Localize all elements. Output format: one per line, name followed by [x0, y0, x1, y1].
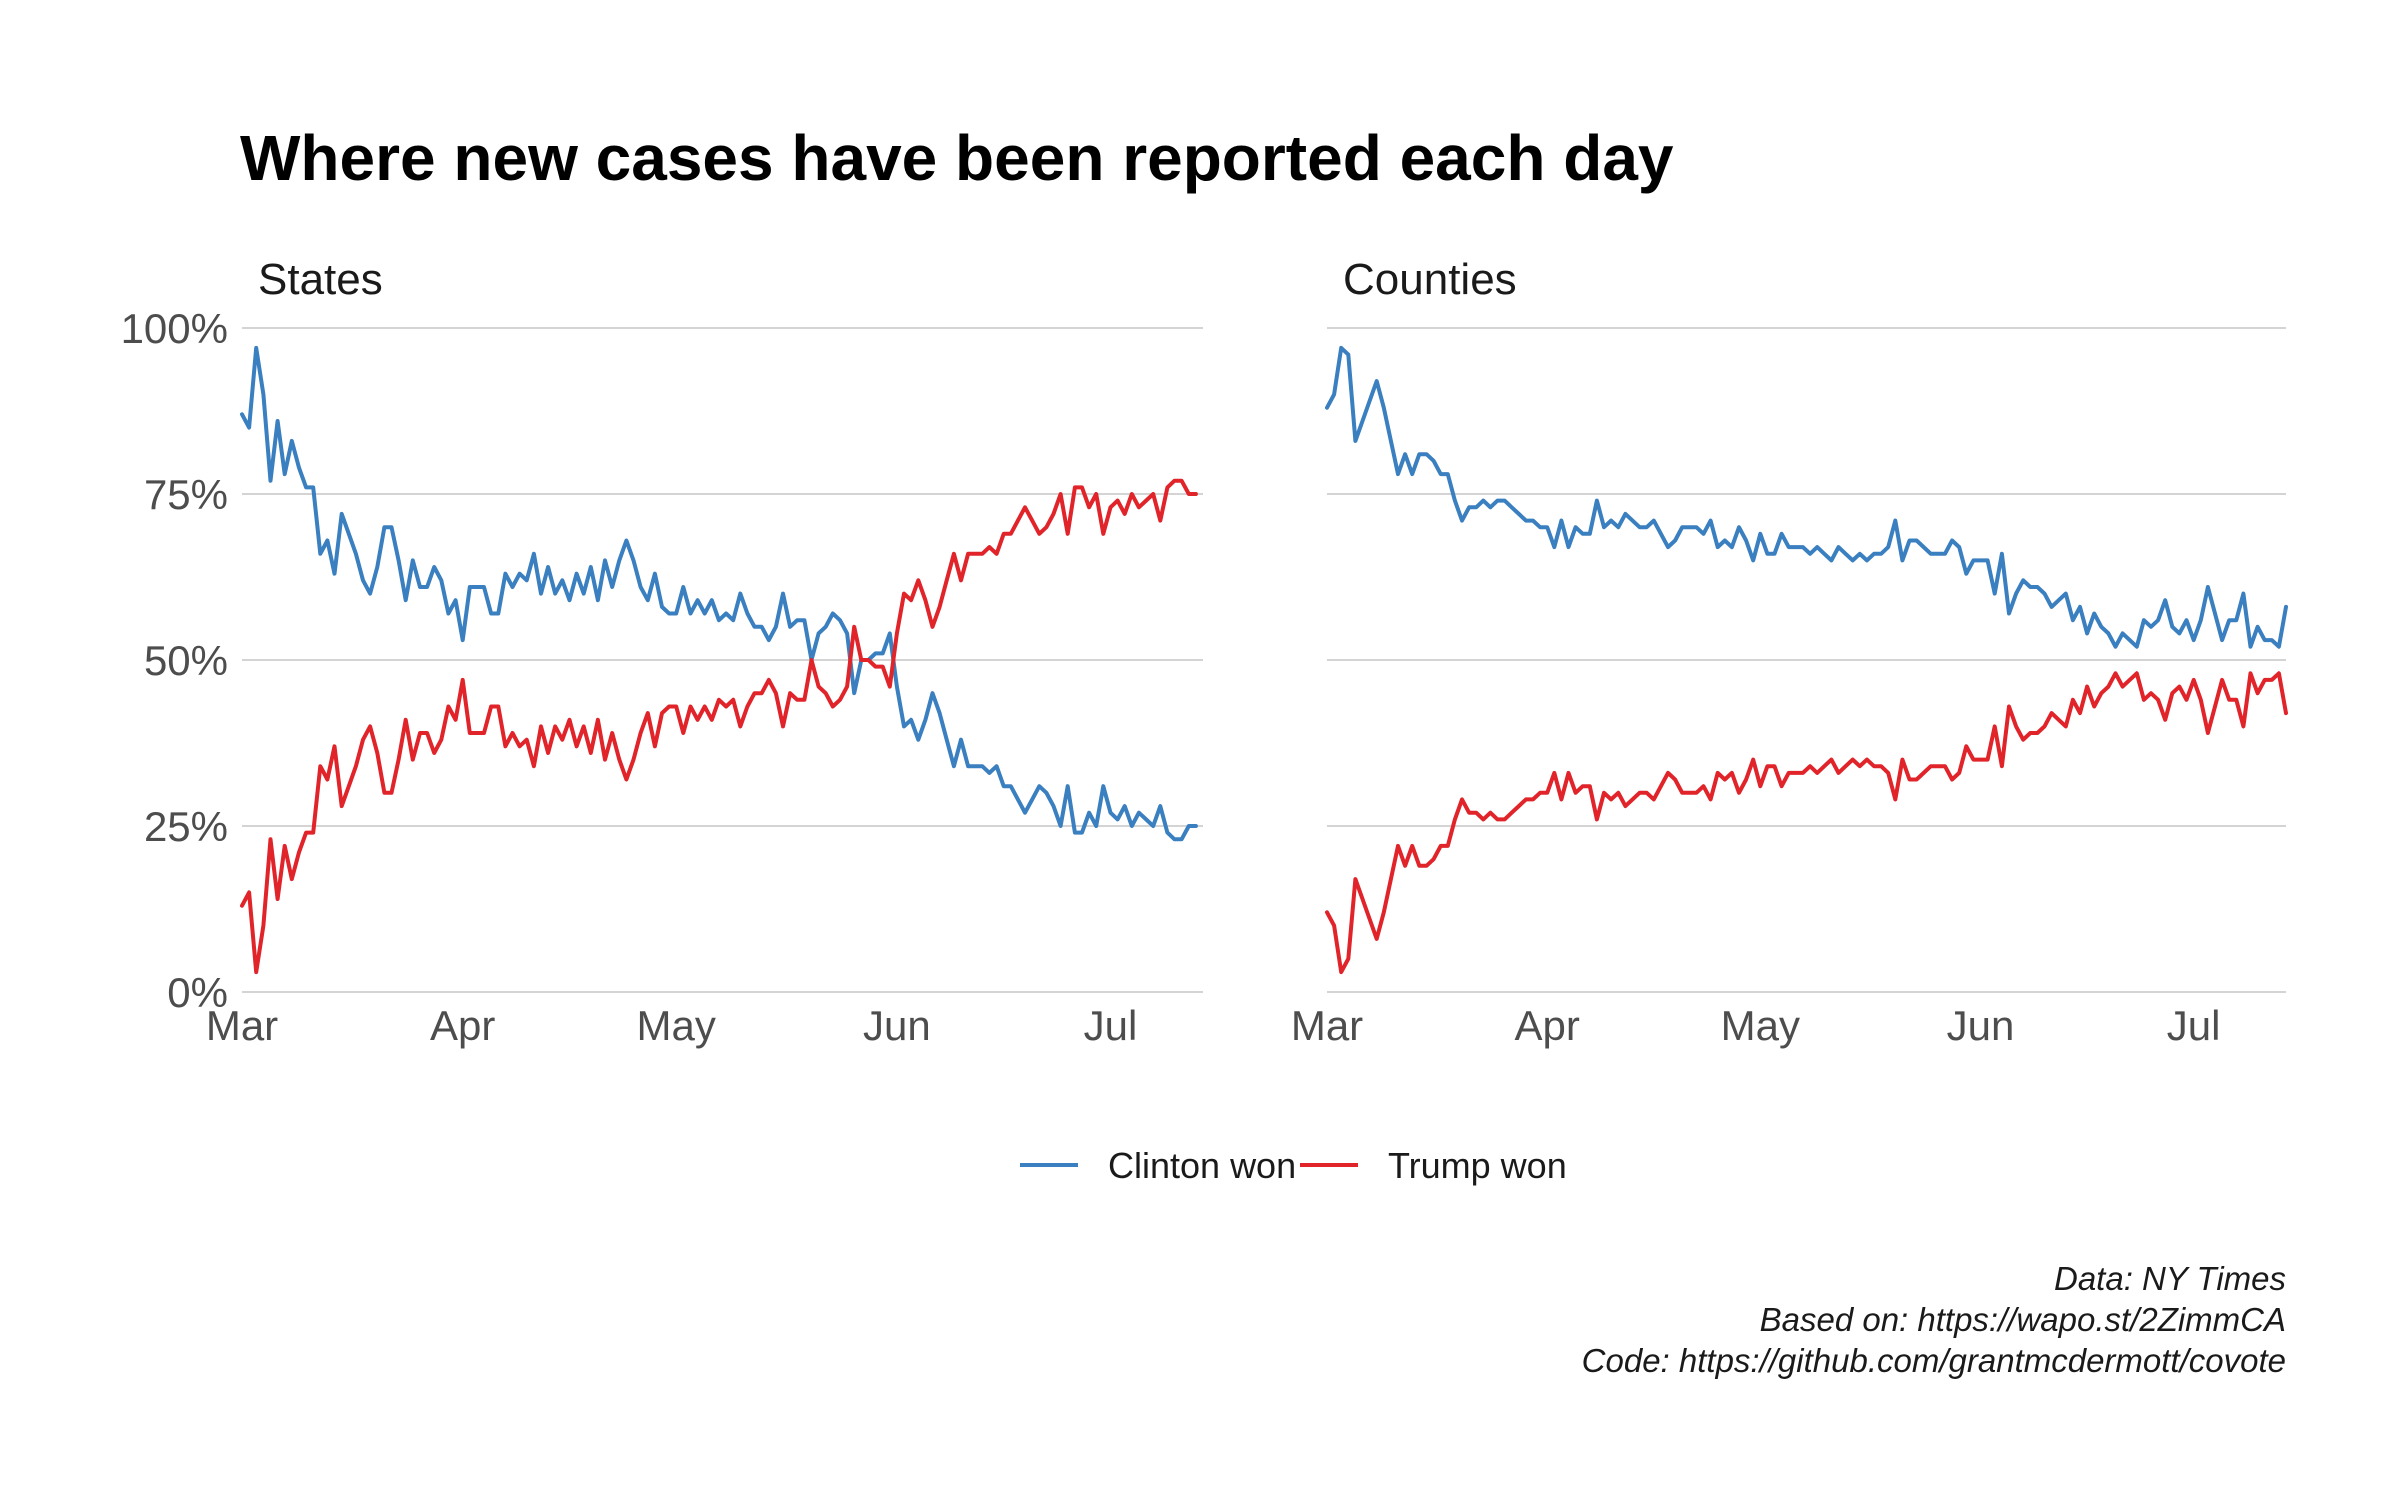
- x-tick-label-states-jun: Jun: [863, 1002, 931, 1049]
- y-tick-label-states-50: 50%: [144, 637, 228, 684]
- series-line-states-trump-won: [242, 481, 1196, 972]
- x-tick-label-states-apr: Apr: [430, 1002, 495, 1049]
- caption-line-based-on: Based on: https://wapo.st/2ZimmCA: [1760, 1301, 2286, 1338]
- x-tick-label-counties-jun: Jun: [1947, 1002, 2015, 1049]
- y-tick-label-states-100: 100%: [121, 305, 228, 352]
- x-tick-label-states-jul: Jul: [1084, 1002, 1138, 1049]
- caption: Data: NY Times Based on: https://wapo.st…: [1582, 1260, 2286, 1379]
- legend-label-trump-won: Trump won: [1388, 1145, 1567, 1186]
- x-tick-label-counties-may: May: [1721, 1002, 1800, 1049]
- x-tick-label-counties-apr: Apr: [1515, 1002, 1580, 1049]
- x-tick-label-states-may: May: [637, 1002, 716, 1049]
- y-tick-label-states-25: 25%: [144, 803, 228, 850]
- panel-title-counties: Counties: [1343, 255, 1517, 304]
- legend: Clinton won Trump won: [1020, 1145, 1567, 1186]
- y-tick-label-states-75: 75%: [144, 471, 228, 518]
- caption-line-source: Data: NY Times: [2054, 1260, 2286, 1297]
- x-tick-label-states-mar: Mar: [206, 1002, 278, 1049]
- panel-counties: Counties Mar Apr May Jun Jul: [1291, 255, 2286, 1049]
- series-line-counties-trump-won: [1327, 673, 2286, 972]
- caption-line-code: Code: https://github.com/grantmcdermott/…: [1582, 1342, 2286, 1379]
- legend-label-clinton-won: Clinton won: [1108, 1145, 1296, 1186]
- panel-title-states: States: [258, 255, 383, 304]
- x-tick-label-counties-jul: Jul: [2167, 1002, 2221, 1049]
- chart-title: Where new cases have been reported each …: [240, 122, 1674, 194]
- series-line-states-clinton-won: [242, 348, 1196, 839]
- x-tick-label-counties-mar: Mar: [1291, 1002, 1363, 1049]
- series-line-counties-clinton-won: [1327, 348, 2286, 647]
